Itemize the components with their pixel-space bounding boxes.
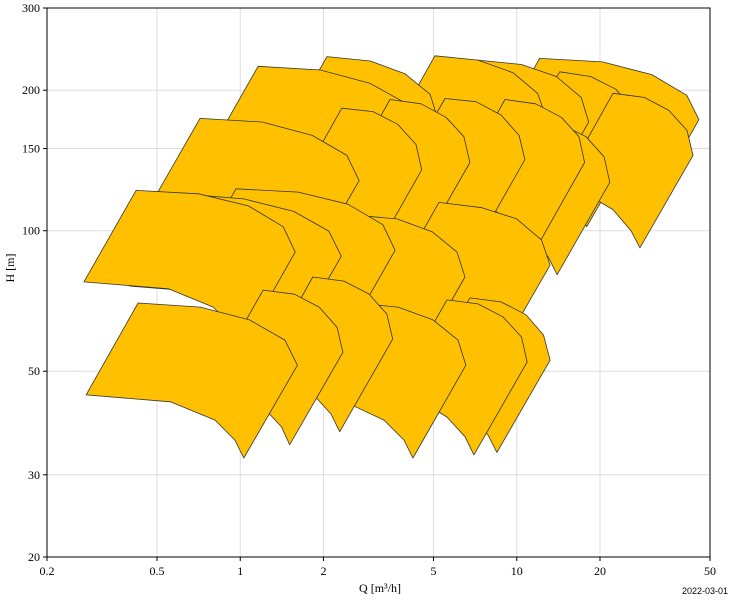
y-tick-label: 20 (28, 550, 40, 564)
y-tick-label: 300 (22, 1, 40, 15)
plot-area (83, 55, 700, 459)
tick-labels: 0.2 0.5 1 2 5 10 20 50 20 30 50 100 150 200 300 (22, 1, 716, 578)
y-tick-label: 200 (22, 83, 40, 97)
x-tick-label: 10 (511, 564, 523, 578)
y-tick-label: 30 (28, 468, 40, 482)
x-tick-label: 1 (237, 564, 243, 578)
pump-range (85, 302, 298, 459)
plot-frame (46, 7, 711, 558)
x-tick-label: 0.5 (150, 564, 165, 578)
y-tick-label: 50 (28, 364, 40, 378)
y-axis-label: H [m] (3, 254, 17, 283)
x-tick-label: 0.2 (40, 564, 55, 578)
x-tick-label: 5 (431, 564, 437, 578)
y-tick-label: 100 (22, 224, 40, 238)
y-tick-label: 150 (22, 142, 40, 156)
date-annotation: 2022-03-01 (682, 586, 728, 596)
x-tick-label: 2 (320, 564, 326, 578)
x-tick-label: 50 (704, 564, 716, 578)
x-axis-label: Q [m³/h] (359, 581, 401, 595)
x-tick-label: 20 (594, 564, 606, 578)
